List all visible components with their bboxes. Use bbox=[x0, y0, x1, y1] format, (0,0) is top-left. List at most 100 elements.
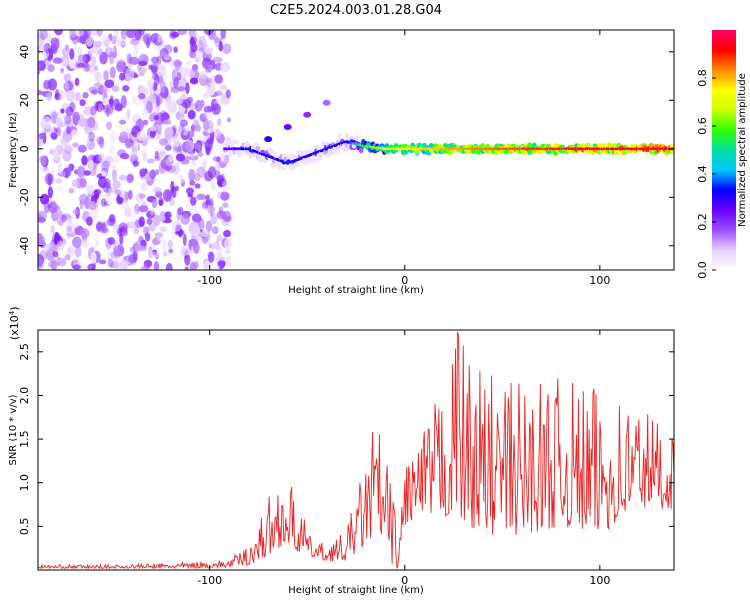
noise-speckle bbox=[65, 106, 74, 117]
noise-speckle bbox=[126, 173, 135, 182]
noise-speckle bbox=[66, 126, 71, 135]
noise-speckle bbox=[62, 115, 69, 123]
noise-speckle bbox=[116, 38, 125, 46]
noise-speckle bbox=[163, 44, 173, 54]
noise-speckle bbox=[157, 123, 162, 136]
noise-speckle bbox=[196, 193, 206, 201]
noise-speckle bbox=[198, 251, 205, 259]
noise-speckle bbox=[51, 210, 59, 222]
spectrogram-x-ticks: -100 0 100 bbox=[197, 30, 610, 287]
noise-speckle bbox=[162, 119, 172, 125]
noise-speckle bbox=[197, 152, 204, 157]
snr-series-line bbox=[37, 331, 675, 570]
noise-speckle bbox=[142, 226, 149, 236]
noise-speckle bbox=[187, 109, 196, 120]
noise-speckle bbox=[86, 64, 97, 73]
noise-speckle bbox=[154, 39, 165, 47]
noise-speckle bbox=[157, 34, 163, 44]
noise-speckle bbox=[208, 166, 217, 179]
noise-speckle bbox=[174, 58, 180, 71]
noise-speckle bbox=[98, 103, 103, 113]
noise-speckle bbox=[79, 228, 90, 239]
noise-speckle bbox=[56, 219, 62, 226]
noise-speckle bbox=[175, 153, 186, 162]
noise-speckle bbox=[92, 44, 102, 56]
ridge-mark bbox=[234, 140, 240, 144]
noise-speckle bbox=[138, 216, 145, 227]
noise-speckle bbox=[51, 232, 62, 245]
noise-speckle bbox=[196, 230, 203, 244]
colorbar-tick-label: 0.6 bbox=[696, 117, 709, 135]
noise-speckle bbox=[125, 68, 135, 81]
noise-speckle bbox=[187, 130, 195, 138]
spectrogram-y-axis-label: Frequency (Hz) bbox=[8, 112, 19, 188]
noise-speckle bbox=[138, 118, 143, 128]
snr-scale-exponent: 4 bbox=[8, 310, 16, 315]
noise-speckle bbox=[38, 217, 46, 223]
noise-speckle bbox=[57, 209, 63, 220]
noise-speckle bbox=[118, 222, 128, 233]
noise-speckle bbox=[146, 217, 153, 226]
spectrogram-x-tick-label: -100 bbox=[197, 274, 222, 287]
noise-speckle bbox=[225, 255, 232, 267]
noise-speckle bbox=[210, 180, 216, 191]
noise-speckle bbox=[55, 115, 62, 128]
noise-speckle bbox=[54, 30, 63, 36]
noise-speckle bbox=[115, 73, 121, 86]
noise-speckle bbox=[194, 168, 204, 178]
noise-speckle bbox=[63, 144, 73, 155]
noise-speckle bbox=[157, 151, 166, 157]
noise-speckle bbox=[101, 169, 107, 177]
noise-speckle bbox=[38, 90, 44, 96]
noise-speckle bbox=[217, 260, 226, 267]
noise-speckle bbox=[113, 245, 120, 258]
noise-speckle bbox=[142, 119, 149, 126]
noise-speckle bbox=[224, 154, 230, 165]
noise-speckle bbox=[156, 232, 162, 242]
noise-speckle bbox=[94, 82, 102, 88]
colorbar-ticks: 0.0 0.2 0.4 0.6 0.8 bbox=[696, 69, 716, 279]
noise-speckle bbox=[144, 56, 150, 63]
noise-speckle bbox=[108, 98, 114, 105]
noise-speckle bbox=[72, 209, 80, 215]
noise-speckle bbox=[176, 85, 186, 94]
noise-speckle bbox=[173, 162, 180, 175]
noise-speckle bbox=[126, 221, 136, 229]
noise-speckle bbox=[111, 35, 117, 45]
noise-speckle bbox=[55, 185, 66, 193]
noise-speckle bbox=[156, 124, 163, 131]
noise-speckle bbox=[222, 202, 229, 208]
noise-speckle bbox=[205, 66, 212, 73]
noise-speckle bbox=[98, 153, 105, 163]
noise-speckle bbox=[196, 50, 203, 61]
ridge-mark bbox=[276, 162, 282, 169]
noise-speckle bbox=[138, 93, 146, 100]
noise-speckle bbox=[45, 242, 54, 253]
noise-speckle bbox=[78, 193, 89, 205]
noise-speckle bbox=[64, 254, 71, 261]
ridge-mark bbox=[475, 149, 481, 155]
noise-speckle bbox=[197, 143, 203, 152]
noise-speckle bbox=[109, 66, 116, 79]
noise-speckle bbox=[162, 189, 172, 202]
noise-speckle bbox=[146, 210, 156, 219]
noise-speckle bbox=[138, 205, 149, 213]
noise-speckle bbox=[79, 99, 86, 107]
ridge-mark bbox=[290, 166, 296, 170]
noise-speckle bbox=[60, 135, 69, 146]
noise-speckle bbox=[125, 138, 134, 148]
ridge-mark bbox=[272, 151, 277, 156]
noise-speckle bbox=[173, 46, 178, 53]
noise-speckle bbox=[184, 155, 191, 161]
noise-speckle bbox=[196, 166, 206, 178]
noise-speckle bbox=[184, 139, 195, 152]
noise-speckle bbox=[71, 129, 78, 138]
noise-speckle bbox=[177, 30, 188, 36]
noise-speckle bbox=[220, 62, 230, 73]
noise-speckle bbox=[226, 117, 232, 123]
noise-speckle bbox=[94, 65, 99, 72]
noise-speckle bbox=[54, 232, 60, 245]
noise-speckle bbox=[89, 47, 95, 54]
noise-speckle bbox=[192, 119, 200, 132]
noise-speckle bbox=[158, 138, 168, 146]
